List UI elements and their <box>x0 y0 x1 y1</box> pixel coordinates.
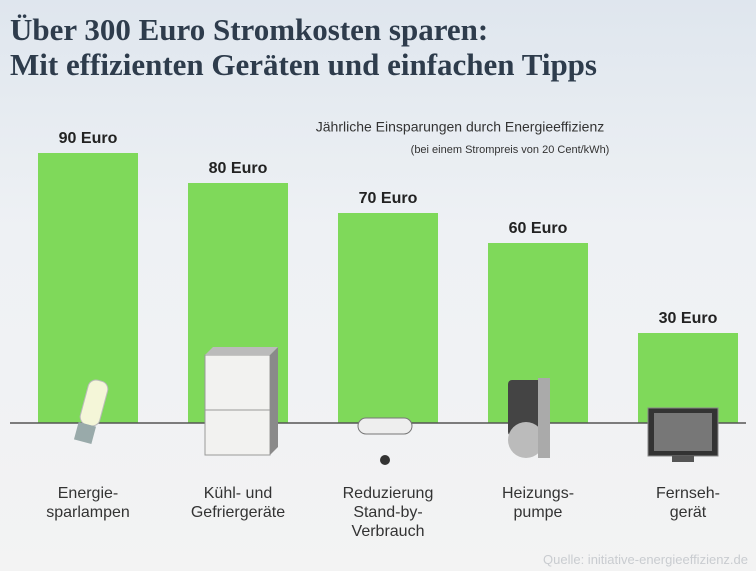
fridge-icon <box>204 347 278 456</box>
source: Quelle: initiative-energieeffizienz.de <box>543 552 748 567</box>
pump-icon <box>508 378 550 458</box>
x-tick-label: Reduzierung Stand-by- Verbrauch <box>342 485 434 540</box>
value-label: 60 Euro <box>509 220 568 237</box>
value-label: 70 Euro <box>359 190 418 207</box>
subtitle: Jährliche Einsparungen durch Energieeffi… <box>316 119 604 135</box>
note: (bei einem Strompreis von 20 Cent/kWh) <box>411 144 610 156</box>
tv-icon <box>647 407 719 462</box>
x-tick-label: Kühl- und Gefriergeräte <box>190 485 286 521</box>
lamp-icon <box>73 379 109 445</box>
value-label: 80 Euro <box>209 160 268 177</box>
bar <box>338 213 438 423</box>
standby-icon <box>357 417 413 465</box>
value-label: 90 Euro <box>59 130 118 147</box>
bar <box>38 153 138 423</box>
value-label: 30 Euro <box>659 310 718 327</box>
x-tick-label: Fernseh- gerät <box>655 485 721 521</box>
x-tick-label: Heizungs- pumpe <box>501 485 575 521</box>
x-tick-label: Energie- sparlampen <box>46 485 130 521</box>
chart-title: Über 300 Euro Stromkosten sparen: Mit ef… <box>10 12 597 82</box>
